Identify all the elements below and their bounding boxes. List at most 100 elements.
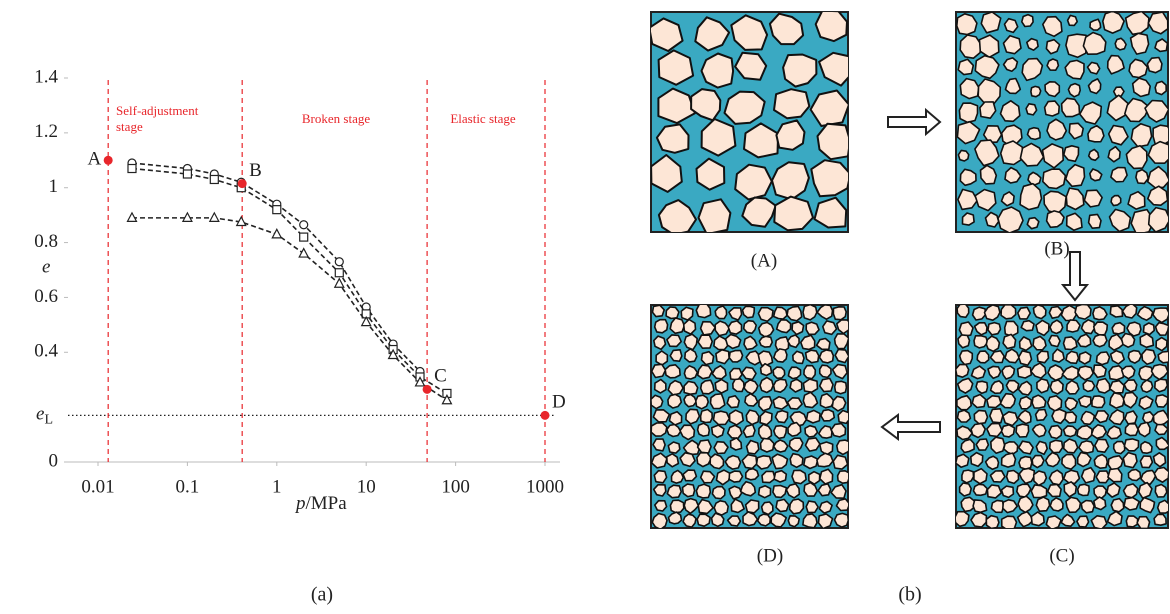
grain — [803, 364, 817, 380]
grain — [726, 515, 742, 527]
grain — [772, 484, 788, 499]
grain — [1017, 440, 1034, 455]
grain — [1122, 451, 1138, 469]
grain — [695, 157, 726, 191]
grain — [986, 422, 1004, 438]
grain — [987, 365, 1002, 380]
grain — [985, 335, 1001, 353]
grain — [667, 379, 684, 396]
grain — [1049, 319, 1064, 335]
grain — [1109, 305, 1124, 318]
grain — [726, 424, 743, 440]
grain — [818, 441, 834, 456]
grain — [973, 409, 989, 425]
y-tick-label: 0 — [49, 450, 59, 471]
grain — [1030, 484, 1048, 499]
grain — [787, 366, 802, 380]
grain — [1094, 410, 1110, 424]
grain — [728, 349, 744, 363]
reference-label: eL — [36, 404, 53, 428]
grain — [987, 321, 1002, 336]
grain — [973, 334, 989, 349]
grain — [775, 498, 790, 513]
grain — [665, 452, 680, 468]
grain — [956, 13, 978, 36]
grain — [729, 437, 743, 451]
grain — [697, 498, 714, 515]
grain — [729, 367, 743, 381]
grain — [1016, 510, 1034, 528]
grain — [1155, 436, 1168, 451]
panels — [650, 11, 1169, 529]
grain — [685, 408, 701, 425]
grain — [979, 164, 998, 185]
grain — [700, 350, 715, 366]
grain — [976, 350, 990, 364]
grain — [759, 437, 775, 453]
key-point-label: D — [552, 392, 566, 413]
grain — [960, 496, 976, 513]
grain — [1064, 397, 1079, 412]
marker — [182, 169, 192, 179]
grain — [1122, 391, 1138, 409]
grain — [697, 334, 714, 350]
grain — [1080, 499, 1095, 514]
x-tick-label: 100 — [441, 476, 470, 497]
grain — [745, 409, 760, 426]
grain — [758, 335, 774, 348]
y-tick-label: 1.2 — [34, 121, 58, 142]
grain — [984, 455, 1000, 471]
grain — [1065, 496, 1082, 514]
grain — [1046, 394, 1063, 412]
grain — [1032, 335, 1047, 351]
grain — [1036, 350, 1050, 364]
grain — [977, 78, 1002, 105]
grain — [956, 409, 972, 423]
grain — [786, 396, 803, 410]
grain — [727, 320, 743, 335]
grain — [696, 422, 711, 437]
grain — [760, 501, 774, 516]
grain — [818, 51, 848, 87]
grain — [1031, 454, 1045, 469]
key-point — [422, 384, 432, 394]
grain — [974, 54, 1000, 80]
grain — [1018, 336, 1033, 352]
grain — [1108, 208, 1132, 232]
grain — [831, 363, 848, 380]
grain — [1061, 453, 1077, 471]
key-point-label: B — [249, 160, 262, 181]
grain — [782, 53, 818, 88]
marker — [181, 211, 193, 222]
grain — [728, 409, 745, 426]
grain — [816, 452, 834, 468]
grain — [1062, 336, 1078, 351]
grain — [1122, 483, 1139, 499]
grain — [805, 500, 819, 514]
grain — [710, 424, 725, 439]
grain — [1021, 57, 1044, 82]
grain — [1110, 194, 1122, 207]
grain — [1046, 483, 1062, 498]
grain — [774, 336, 790, 353]
grain — [652, 438, 666, 452]
grain — [1092, 364, 1107, 379]
grain — [699, 379, 715, 395]
grain — [714, 378, 729, 394]
grain — [980, 12, 1002, 34]
grain — [1043, 100, 1060, 117]
grain — [1017, 495, 1034, 514]
grain — [810, 159, 848, 198]
grain — [1045, 210, 1065, 229]
grain — [711, 485, 726, 500]
grain — [1044, 81, 1061, 98]
fit-curve — [131, 162, 421, 373]
grain — [1031, 423, 1047, 438]
grain — [1111, 321, 1126, 335]
grain — [1015, 483, 1032, 498]
grain — [666, 423, 682, 438]
grain — [1064, 411, 1078, 424]
grain — [1062, 425, 1078, 438]
grain — [669, 499, 685, 514]
grain — [983, 305, 1001, 322]
